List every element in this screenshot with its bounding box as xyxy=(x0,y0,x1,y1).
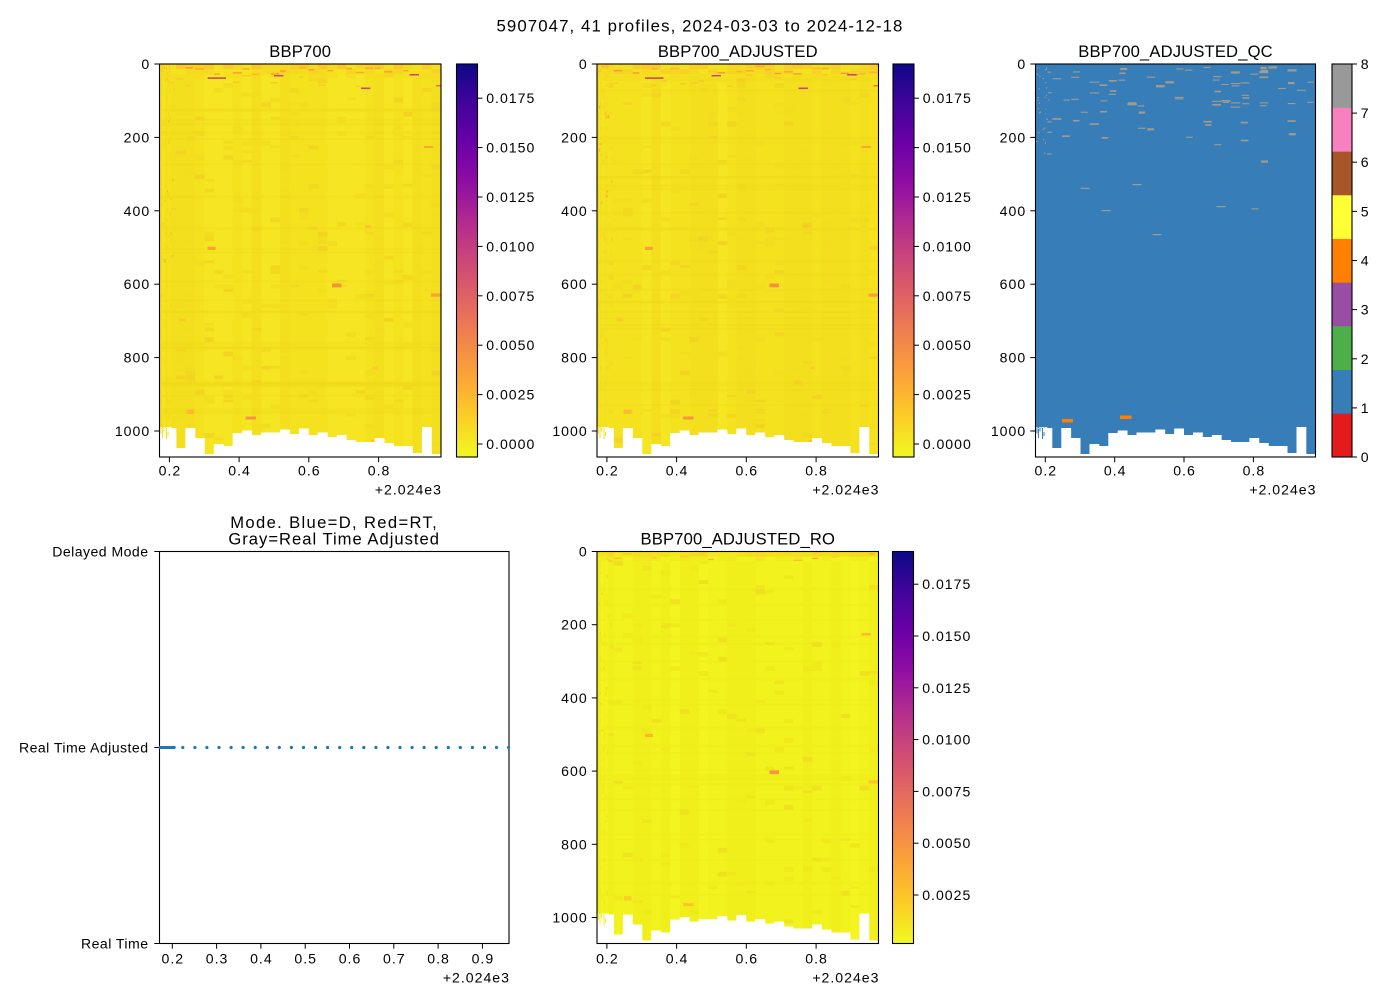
svg-text:0.0025: 0.0025 xyxy=(923,387,972,403)
svg-text:0.0175: 0.0175 xyxy=(923,90,972,106)
svg-text:0.6: 0.6 xyxy=(339,950,362,966)
svg-text:7: 7 xyxy=(1361,105,1370,121)
svg-text:0: 0 xyxy=(579,544,588,560)
svg-text:+2.024e3: +2.024e3 xyxy=(812,969,879,985)
svg-text:1000: 1000 xyxy=(115,423,150,439)
svg-text:0.8: 0.8 xyxy=(1243,462,1266,478)
svg-text:0.0050: 0.0050 xyxy=(486,337,535,353)
svg-text:0.2: 0.2 xyxy=(162,950,185,966)
svg-text:Delayed Mode: Delayed Mode xyxy=(52,544,148,560)
svg-text:6: 6 xyxy=(1361,154,1370,170)
svg-text:0.0000: 0.0000 xyxy=(486,436,535,452)
svg-text:Mode. Blue=D, Red=RT,: Mode. Blue=D, Red=RT, xyxy=(230,513,438,532)
svg-text:0.0000: 0.0000 xyxy=(923,436,972,452)
svg-text:0.0150: 0.0150 xyxy=(922,628,971,644)
svg-text:1000: 1000 xyxy=(552,910,587,926)
svg-text:200: 200 xyxy=(561,617,588,633)
svg-text:0.0125: 0.0125 xyxy=(922,680,971,696)
svg-text:1000: 1000 xyxy=(552,423,587,439)
svg-text:400: 400 xyxy=(124,203,151,219)
svg-text:0.2: 0.2 xyxy=(159,462,182,478)
svg-text:400: 400 xyxy=(561,203,588,219)
svg-text:800: 800 xyxy=(1000,350,1027,366)
svg-text:Real Time: Real Time xyxy=(81,936,149,952)
svg-text:0.6: 0.6 xyxy=(298,462,321,478)
svg-text:0.0075: 0.0075 xyxy=(922,783,971,799)
svg-text:BBP700: BBP700 xyxy=(269,42,331,61)
svg-text:600: 600 xyxy=(561,276,588,292)
svg-text:0.2: 0.2 xyxy=(596,950,619,966)
svg-text:BBP700_ADJUSTED_RO: BBP700_ADJUSTED_RO xyxy=(641,530,836,549)
svg-text:0.2: 0.2 xyxy=(596,462,619,478)
svg-text:400: 400 xyxy=(561,690,588,706)
svg-text:0.3: 0.3 xyxy=(206,950,229,966)
svg-text:0.5: 0.5 xyxy=(294,950,317,966)
svg-text:600: 600 xyxy=(561,763,588,779)
svg-text:+2.024e3: +2.024e3 xyxy=(812,481,879,497)
svg-text:0.0100: 0.0100 xyxy=(922,732,971,748)
svg-text:0.0175: 0.0175 xyxy=(486,90,535,106)
svg-text:BBP700_ADJUSTED: BBP700_ADJUSTED xyxy=(658,42,818,61)
svg-text:0.4: 0.4 xyxy=(666,950,689,966)
svg-text:600: 600 xyxy=(124,276,151,292)
svg-text:200: 200 xyxy=(124,129,151,145)
svg-text:0.0175: 0.0175 xyxy=(922,576,971,592)
svg-text:800: 800 xyxy=(124,350,151,366)
svg-text:0.6: 0.6 xyxy=(736,950,759,966)
svg-text:0: 0 xyxy=(141,56,150,72)
svg-text:1000: 1000 xyxy=(991,423,1026,439)
svg-text:+2.024e3: +2.024e3 xyxy=(443,969,510,985)
svg-text:Gray=Real Time Adjusted: Gray=Real Time Adjusted xyxy=(228,530,440,549)
svg-text:0: 0 xyxy=(1361,449,1370,465)
svg-text:400: 400 xyxy=(1000,203,1027,219)
svg-text:0.4: 0.4 xyxy=(666,462,689,478)
svg-text:+2.024e3: +2.024e3 xyxy=(1249,481,1316,497)
svg-text:8: 8 xyxy=(1361,56,1370,72)
svg-text:0.0075: 0.0075 xyxy=(923,288,972,304)
svg-text:200: 200 xyxy=(1000,129,1027,145)
svg-text:600: 600 xyxy=(1000,276,1027,292)
svg-text:0.0050: 0.0050 xyxy=(923,337,972,353)
svg-text:0: 0 xyxy=(1017,56,1026,72)
svg-text:0.0150: 0.0150 xyxy=(923,140,972,156)
svg-text:BBP700_ADJUSTED_QC: BBP700_ADJUSTED_QC xyxy=(1078,42,1273,61)
svg-text:+2.024e3: +2.024e3 xyxy=(375,481,442,497)
svg-text:5: 5 xyxy=(1361,203,1370,219)
svg-text:1: 1 xyxy=(1361,400,1370,416)
svg-text:0.2: 0.2 xyxy=(1035,462,1058,478)
svg-text:800: 800 xyxy=(561,836,588,852)
svg-text:0.8: 0.8 xyxy=(805,950,828,966)
svg-text:0.4: 0.4 xyxy=(1104,462,1127,478)
svg-text:200: 200 xyxy=(561,129,588,145)
svg-text:0.6: 0.6 xyxy=(736,462,759,478)
svg-text:0.0075: 0.0075 xyxy=(486,288,535,304)
svg-text:0.9: 0.9 xyxy=(472,950,495,966)
svg-text:0.0125: 0.0125 xyxy=(486,189,535,205)
svg-text:5907047, 41 profiles, 2024-03-: 5907047, 41 profiles, 2024-03-03 to 2024… xyxy=(496,17,903,36)
svg-text:0.0100: 0.0100 xyxy=(486,238,535,254)
svg-text:Real Time Adjusted: Real Time Adjusted xyxy=(19,740,149,756)
svg-text:0.0125: 0.0125 xyxy=(923,189,972,205)
svg-text:0.6: 0.6 xyxy=(1173,462,1196,478)
svg-text:0.8: 0.8 xyxy=(427,950,450,966)
svg-text:0.0150: 0.0150 xyxy=(486,140,535,156)
svg-text:0.0100: 0.0100 xyxy=(923,238,972,254)
svg-text:0.0050: 0.0050 xyxy=(922,835,971,851)
svg-text:0.8: 0.8 xyxy=(805,462,828,478)
svg-text:0.7: 0.7 xyxy=(383,950,406,966)
svg-text:4: 4 xyxy=(1361,253,1370,269)
svg-text:2: 2 xyxy=(1361,351,1370,367)
svg-text:800: 800 xyxy=(561,350,588,366)
svg-text:0.0025: 0.0025 xyxy=(486,387,535,403)
svg-text:0.0025: 0.0025 xyxy=(922,887,971,903)
svg-text:0.4: 0.4 xyxy=(250,950,273,966)
svg-text:0.4: 0.4 xyxy=(228,462,251,478)
svg-text:0: 0 xyxy=(579,56,588,72)
svg-text:0.8: 0.8 xyxy=(368,462,391,478)
svg-text:3: 3 xyxy=(1361,302,1370,318)
